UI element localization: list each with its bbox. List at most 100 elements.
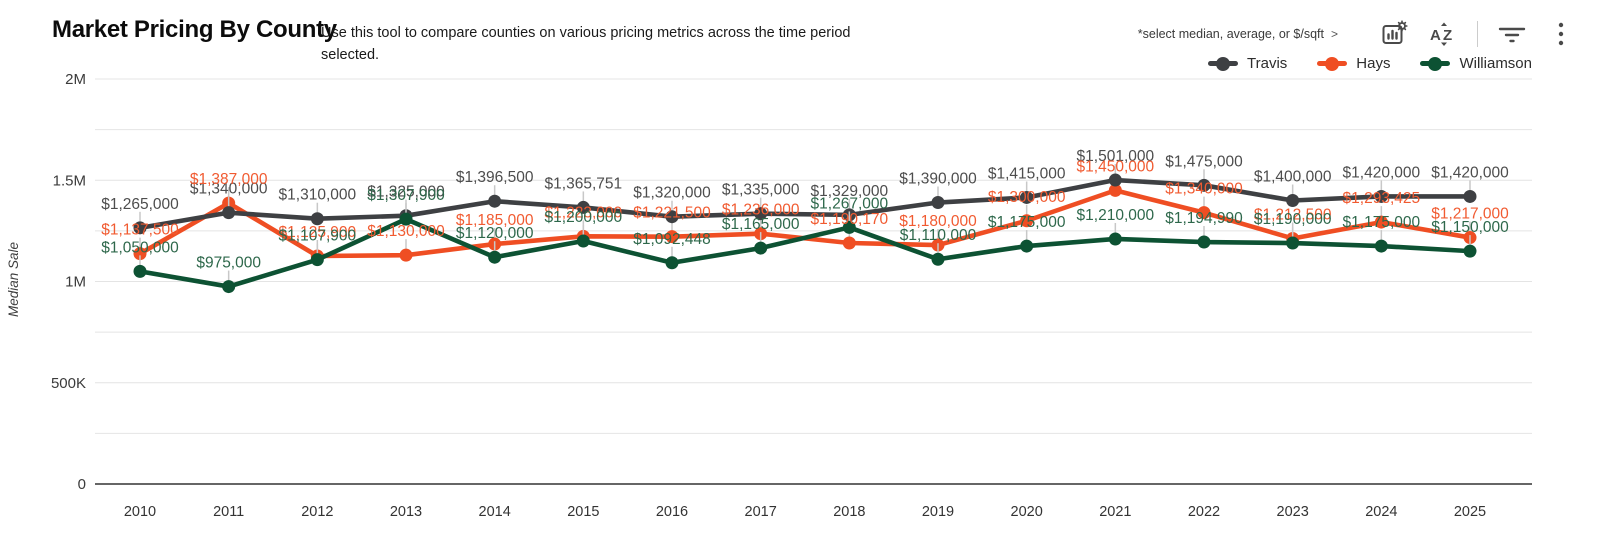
- legend-item-williamson[interactable]: Williamson: [1420, 55, 1532, 72]
- data-point-williamson-2011[interactable]: [222, 280, 236, 294]
- data-point-travis-2014[interactable]: [488, 194, 502, 208]
- data-point-travis-2023[interactable]: [1286, 194, 1300, 207]
- point-label-hays-2020: $1,300,000: [988, 189, 1066, 206]
- point-label-hays-2024: $1,293,425: [1343, 190, 1421, 207]
- point-label-travis-2013: $1,325,000: [367, 184, 445, 201]
- y-tick-label-0: 0: [78, 476, 86, 493]
- svg-text:Z: Z: [1443, 27, 1452, 44]
- data-point-hays-2013[interactable]: [399, 248, 413, 262]
- point-label-hays-2017: $1,236,000: [722, 202, 800, 219]
- more-options-button[interactable]: [1546, 19, 1576, 49]
- data-point-williamson-2021[interactable]: [1108, 232, 1122, 246]
- data-point-hays-2010[interactable]: [133, 247, 147, 261]
- data-point-travis-2019[interactable]: [931, 196, 945, 210]
- data-point-travis-2011[interactable]: [222, 206, 236, 220]
- data-point-williamson-2019[interactable]: [931, 252, 945, 266]
- y-axis-title: Median Sale: [6, 241, 21, 317]
- y-tick-label-500K: 500K: [51, 375, 86, 392]
- point-label-williamson-2011: $975,000: [196, 255, 261, 272]
- data-point-williamson-2022[interactable]: [1197, 235, 1211, 249]
- toolbar-divider: [1477, 21, 1478, 47]
- point-label-williamson-2019: $1,110,000: [900, 227, 977, 244]
- data-point-williamson-2024[interactable]: [1374, 239, 1388, 253]
- x-tick-label-2022: 2022: [1188, 504, 1220, 520]
- point-label-williamson-2018: $1,267,000: [811, 195, 889, 212]
- data-point-williamson-2020[interactable]: [1020, 239, 1034, 253]
- metric-select-hint[interactable]: *select median, average, or $/sqft >: [1138, 27, 1338, 41]
- point-label-williamson-2020: $1,175,000: [988, 214, 1066, 231]
- data-point-travis-2016[interactable]: [665, 210, 679, 224]
- point-label-travis-2011: $1,340,000: [190, 181, 268, 198]
- legend-item-travis[interactable]: Travis: [1208, 55, 1287, 72]
- y-tick-label-2M: 2M: [65, 71, 86, 88]
- x-tick-label-2016: 2016: [656, 504, 688, 520]
- point-label-hays-2012: $1,125,900: [279, 224, 357, 241]
- page-title-primary: Market Pricing: [52, 16, 214, 43]
- point-label-travis-2010: $1,265,000: [101, 196, 179, 213]
- data-point-travis-2012[interactable]: [310, 212, 324, 226]
- legend-marker-williamson: [1420, 56, 1451, 71]
- point-label-williamson-2014: $1,120,000: [456, 225, 534, 242]
- data-point-williamson-2012[interactable]: [310, 253, 324, 267]
- toolbar: *select median, average, or $/sqft > A Z: [1138, 16, 1576, 52]
- legend-marker-travis: [1208, 56, 1239, 71]
- point-label-travis-2014: $1,396,500: [456, 169, 534, 186]
- point-label-williamson-2023: $1,190,000: [1254, 211, 1332, 228]
- point-label-travis-2018: $1,329,000: [811, 183, 889, 200]
- point-label-williamson-2022: $1,194,990: [1165, 210, 1243, 227]
- data-point-travis-2015[interactable]: [576, 200, 590, 214]
- data-point-hays-2020[interactable]: [1020, 214, 1034, 228]
- data-point-williamson-2025[interactable]: [1463, 244, 1477, 258]
- point-label-hays-2018: $1,190,170: [811, 211, 889, 228]
- point-label-williamson-2016: $1,092,448: [633, 231, 711, 248]
- data-point-williamson-2023[interactable]: [1286, 236, 1300, 250]
- data-point-travis-2021[interactable]: [1108, 173, 1122, 187]
- point-label-hays-2021: $1,450,000: [1077, 158, 1155, 175]
- point-label-hays-2022: $1,340,000: [1165, 181, 1243, 198]
- data-point-travis-2022[interactable]: [1197, 178, 1211, 192]
- legend-item-hays[interactable]: Hays: [1317, 55, 1390, 72]
- data-point-williamson-2016[interactable]: [665, 256, 679, 270]
- data-point-williamson-2010[interactable]: [133, 264, 147, 278]
- data-point-travis-2010[interactable]: [133, 221, 147, 235]
- data-point-travis-2024[interactable]: [1374, 189, 1388, 203]
- point-label-travis-2019: $1,390,000: [899, 171, 977, 188]
- point-label-travis-2012: $1,310,000: [279, 187, 357, 204]
- x-tick-label-2025: 2025: [1454, 504, 1486, 520]
- point-label-williamson-2012: $1,107,900: [279, 228, 357, 245]
- x-tick-label-2017: 2017: [745, 504, 777, 520]
- data-point-hays-2022[interactable]: [1197, 206, 1211, 220]
- filter-button[interactable]: [1497, 19, 1527, 49]
- sort-alphabetical-button[interactable]: A Z: [1428, 19, 1458, 49]
- chart-legend: Travis Hays Williamson: [1208, 55, 1532, 72]
- data-point-williamson-2013[interactable]: [399, 212, 413, 226]
- chart-settings-button[interactable]: [1379, 19, 1409, 49]
- sort-alphabetical-icon: A Z: [1430, 22, 1452, 46]
- data-point-williamson-2015[interactable]: [576, 234, 590, 248]
- series-line-travis: [137, 177, 1473, 231]
- point-label-williamson-2021: $1,210,000: [1077, 207, 1155, 224]
- data-point-travis-2017[interactable]: [754, 207, 768, 221]
- svg-text:A: A: [1430, 27, 1441, 44]
- data-point-williamson-2014[interactable]: [488, 250, 502, 264]
- data-point-hays-2018[interactable]: [842, 236, 856, 250]
- x-tick-label-2014: 2014: [479, 504, 511, 520]
- point-label-hays-2013: $1,130,000: [367, 223, 445, 240]
- data-point-hays-2024[interactable]: [1374, 215, 1388, 229]
- point-label-williamson-2024: $1,175,000: [1343, 214, 1421, 231]
- data-point-hays-2021[interactable]: [1108, 183, 1122, 197]
- x-tick-label-2021: 2021: [1099, 504, 1131, 520]
- point-label-williamson-2013: $1,307,900: [367, 187, 445, 204]
- data-point-travis-2025[interactable]: [1463, 189, 1477, 203]
- page-title: Market Pricing By County: [52, 16, 337, 44]
- data-point-hays-2016[interactable]: [665, 230, 679, 244]
- point-label-hays-2015: $1,223,000: [545, 204, 623, 221]
- point-label-williamson-2025: $1,150,000: [1431, 219, 1509, 236]
- x-tick-label-2023: 2023: [1277, 504, 1309, 520]
- data-point-travis-2020[interactable]: [1020, 190, 1034, 204]
- x-tick-label-2024: 2024: [1365, 504, 1397, 520]
- data-point-williamson-2018[interactable]: [842, 220, 856, 234]
- point-label-hays-2023: $1,212,500: [1254, 206, 1332, 223]
- data-point-williamson-2017[interactable]: [754, 241, 768, 255]
